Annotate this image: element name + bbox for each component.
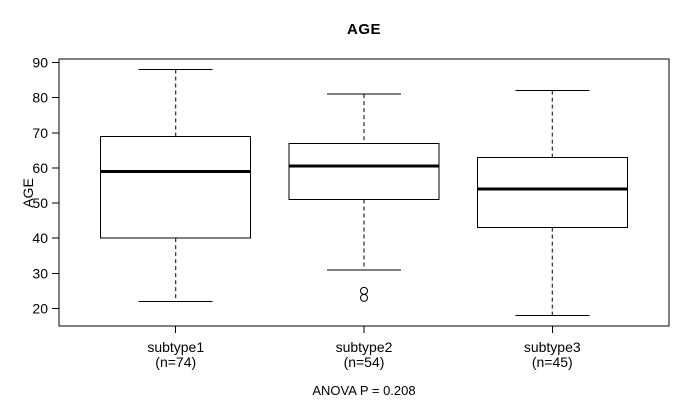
- iqr-box: [100, 135, 252, 239]
- x-category-sublabel: (n=45): [532, 354, 573, 370]
- y-tick-label: 80: [32, 90, 48, 106]
- x-category-label: subtype3: [524, 339, 581, 355]
- y-tick-label: 70: [32, 125, 48, 141]
- chart-title: AGE: [346, 21, 381, 38]
- y-tick-label: 40: [32, 230, 48, 246]
- y-tick-label: 30: [32, 265, 48, 281]
- x-category-label: subtype2: [336, 339, 393, 355]
- anova-annotation: ANOVA P = 0.208: [312, 383, 416, 398]
- y-tick-label: 90: [32, 55, 48, 71]
- outlier-point: [360, 286, 368, 295]
- y-tick-label: 20: [32, 300, 48, 316]
- outlier-point: [360, 293, 368, 302]
- x-category-sublabel: (n=74): [155, 354, 196, 370]
- y-tick-label: 60: [32, 160, 48, 176]
- x-category-sublabel: (n=54): [344, 354, 385, 370]
- iqr-box: [288, 142, 440, 201]
- x-category-label: subtype1: [147, 339, 204, 355]
- iqr-box: [476, 156, 628, 229]
- y-tick-label: 50: [32, 195, 48, 211]
